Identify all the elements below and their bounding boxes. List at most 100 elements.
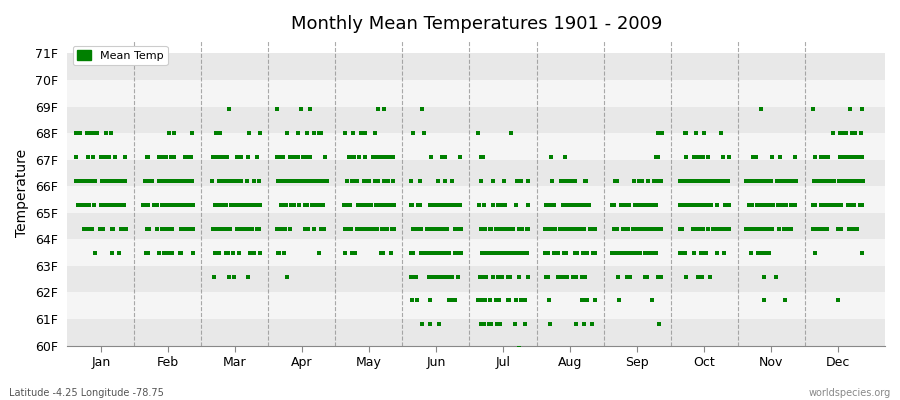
Point [316,226,330,232]
Point [249,226,264,232]
Point [788,202,802,208]
Point [807,226,822,232]
Point [436,250,450,256]
Point [495,202,509,208]
Point [817,226,832,232]
Point [548,226,562,232]
Point [515,226,529,232]
Point [438,178,453,184]
Point [436,202,451,208]
Point [806,226,820,232]
Point [717,226,732,232]
Point [427,226,441,232]
Point [624,250,638,256]
Point [781,226,796,232]
Point [208,226,222,232]
Point [544,178,559,184]
Point [340,178,355,184]
Point [847,202,861,208]
Point [140,250,154,256]
Point [230,226,244,232]
Point [406,250,420,256]
Point [210,154,224,160]
Point [284,178,298,184]
Point [626,226,640,232]
Point [114,202,129,208]
Point [410,226,424,232]
Point [279,178,293,184]
Point [211,202,225,208]
Point [437,154,452,160]
Point [139,250,153,256]
Point [714,226,728,232]
Point [636,226,651,232]
Point [809,178,824,184]
Point [721,226,735,232]
Point [765,226,779,232]
Point [833,226,848,232]
Point [560,273,574,280]
Point [637,273,652,280]
Point [655,130,670,136]
Point [563,226,578,232]
Point [694,250,708,256]
Point [537,226,552,232]
Point [539,273,554,280]
Point [297,226,311,232]
Point [309,178,323,184]
Point [852,202,867,208]
Point [300,178,314,184]
Point [821,154,835,160]
Point [521,226,535,232]
Point [770,178,784,184]
Point [492,250,507,256]
Point [218,154,232,160]
Point [632,178,646,184]
Point [315,178,329,184]
Point [646,226,661,232]
Point [699,202,714,208]
Point [280,273,294,280]
Point [610,226,625,232]
Point [294,178,309,184]
Point [778,178,792,184]
Point [551,250,565,256]
Point [850,154,864,160]
Point [538,202,553,208]
Point [577,250,591,256]
Point [582,226,597,232]
Point [306,202,320,208]
Point [405,202,419,208]
Point [788,202,802,208]
Point [80,202,94,208]
Point [613,250,627,256]
Point [424,226,438,232]
Point [303,106,318,112]
Point [251,226,266,232]
Point [507,250,521,256]
Point [606,202,620,208]
Point [691,202,706,208]
Point [151,154,166,160]
Point [384,226,399,232]
Point [95,178,110,184]
Point [554,178,569,184]
Point [620,250,634,256]
Point [520,250,535,256]
Point [572,202,586,208]
Point [430,178,445,184]
Point [829,202,843,208]
Point [643,250,657,256]
Point [631,202,645,208]
Point [80,202,94,208]
Point [850,154,864,160]
Point [581,202,596,208]
Point [777,226,791,232]
Point [771,202,786,208]
Point [645,250,660,256]
Point [73,178,87,184]
Point [159,154,174,160]
Point [717,202,732,208]
Point [291,154,305,160]
Point [769,273,783,280]
